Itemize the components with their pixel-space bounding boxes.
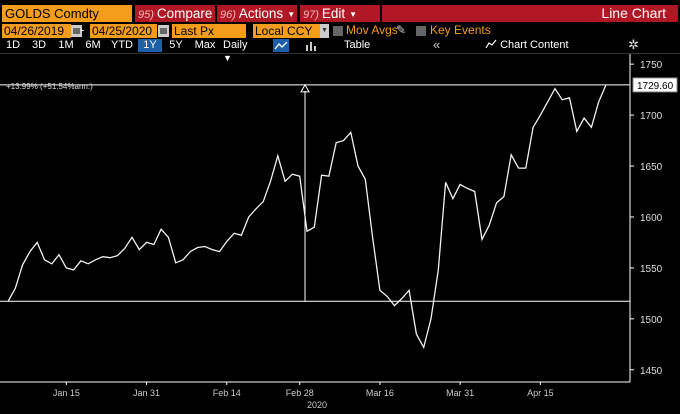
table-tab[interactable]: Table — [344, 39, 371, 51]
date-separator: - — [80, 22, 85, 37]
range-bar — [0, 38, 680, 52]
frequency-label: Daily — [223, 39, 248, 51]
x-tick-label: Jan 31 — [133, 388, 160, 398]
x-tick-label: Feb 28 — [286, 388, 314, 398]
x-tick-label: Feb 14 — [213, 388, 241, 398]
toolbar-background — [382, 5, 678, 22]
last-price-box — [632, 77, 678, 93]
actions-label: Actions — [238, 6, 284, 21]
arrow-up-icon — [300, 83, 310, 93]
compare-shortcut: 95) — [138, 9, 154, 21]
range-3d[interactable]: 3D — [31, 39, 47, 51]
calendar-icon[interactable] — [158, 25, 169, 37]
range-1m[interactable]: 1M — [58, 39, 74, 51]
range-max[interactable]: Max — [194, 39, 216, 51]
pencil-icon[interactable]: ✎ — [396, 23, 407, 37]
y-tick-label: 1450 — [640, 366, 663, 377]
edit-label: Edit — [321, 6, 346, 21]
ticker-input[interactable]: GOLDS Comdty — [2, 5, 132, 22]
end-date-field[interactable]: 04/25/2020 — [90, 24, 157, 38]
chevron-down-icon: ▼ — [223, 53, 232, 63]
view-title: Line Chart — [601, 5, 666, 21]
x-tick-label: Apr 15 — [527, 388, 554, 398]
chevron-down-icon: ▼ — [287, 10, 296, 19]
gear-icon[interactable]: ✲ — [628, 37, 639, 52]
key-events-checkbox[interactable] — [416, 26, 426, 36]
price-line — [7, 84, 607, 350]
chart-content-button[interactable]: Chart Content — [485, 39, 569, 52]
y-tick-label: 1650 — [640, 162, 663, 173]
edit-shortcut: 97) — [303, 9, 319, 21]
x-tick-label: Mar 31 — [446, 388, 474, 398]
currency-selector[interactable]: Local CCY — [253, 24, 320, 38]
chart-content-label: Chart Content — [500, 39, 569, 51]
start-date-field[interactable]: 04/26/2019 — [2, 24, 71, 38]
x-tick-label: Jan 15 — [53, 388, 80, 398]
chart-content-icon — [485, 39, 497, 49]
x-tick-label: Mar 16 — [366, 388, 394, 398]
compare-button[interactable]: 95) Compare — [135, 5, 215, 22]
y-tick-label: 1600 — [640, 213, 663, 224]
range-5y[interactable]: 5Y — [169, 39, 183, 51]
collapse-icon[interactable]: « — [433, 37, 441, 52]
calendar-icon[interactable] — [71, 25, 82, 37]
mov-avgs-label: Mov Avgs — [346, 23, 398, 37]
range-ytd[interactable]: YTD — [111, 39, 133, 51]
mov-avgs-checkbox[interactable] — [333, 26, 343, 36]
last-price-label: 1729.60 — [637, 81, 674, 92]
key-events-label: Key Events — [430, 23, 491, 37]
y-tick-label: 1500 — [640, 315, 663, 326]
return-annotation: +13.99% (+51.54%ann.) — [6, 82, 93, 91]
y-tick-label: 1550 — [640, 264, 663, 275]
dropdown-arrow-icon[interactable]: ▼ — [320, 24, 329, 38]
actions-shortcut: 96) — [220, 9, 236, 21]
y-tick-label: 1700 — [640, 111, 663, 122]
line-chart-icon[interactable] — [273, 39, 289, 52]
compare-label: Compare — [156, 6, 213, 21]
actions-button[interactable]: 96) Actions ▼ — [217, 5, 297, 22]
bar-chart-icon[interactable] — [303, 39, 319, 52]
range-6m[interactable]: 6M — [85, 39, 101, 51]
field-selector[interactable]: Last Px — [172, 24, 246, 38]
price-chart[interactable]: 1450 1500 1550 1600 1650 1700 1750 Jan 15 Jan 31… — [0, 54, 680, 414]
chevron-down-icon: ▼ — [349, 10, 358, 19]
year-label: 2020 — [307, 400, 328, 410]
edit-button[interactable]: 97) Edit ▼ — [300, 5, 380, 22]
frequency-selector[interactable]: Daily ▼ — [223, 39, 253, 63]
range-1y[interactable]: 1Y — [138, 39, 162, 52]
divider — [0, 53, 680, 54]
y-tick-label: 1750 — [640, 60, 663, 71]
range-1d[interactable]: 1D — [5, 39, 21, 51]
